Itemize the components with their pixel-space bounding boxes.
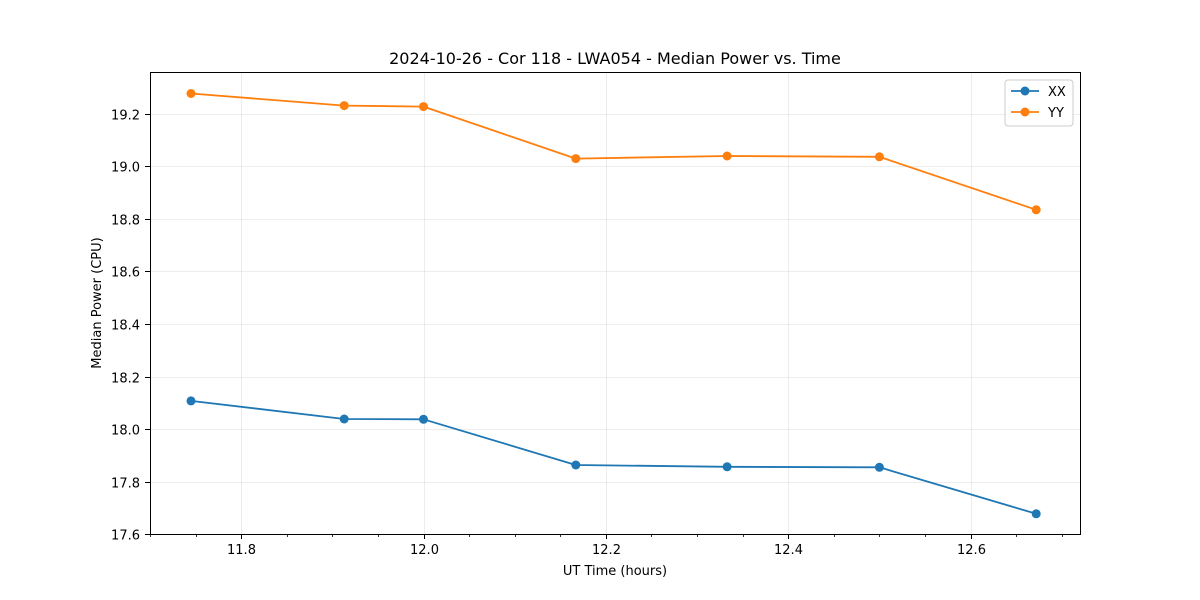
y-tick-label: 19.0 — [111, 161, 140, 176]
x-tick-label: 12.6 — [957, 543, 986, 558]
data-point-xx — [571, 460, 581, 470]
data-point-yy — [874, 152, 884, 162]
data-series — [186, 89, 1041, 519]
data-point-xx — [186, 396, 196, 406]
y-tick-label: 17.8 — [111, 477, 140, 492]
y-tick-label: 18.4 — [111, 319, 140, 334]
legend: XX YY — [1004, 79, 1074, 127]
data-point-yy — [722, 151, 732, 161]
y-tick-label: 18.6 — [111, 266, 140, 281]
y-tick-label: 18.2 — [111, 372, 140, 387]
x-tick-label: 11.8 — [227, 543, 256, 558]
x-axis: 11.8 12.0 12.2 12.4 12.6 — [150, 534, 1063, 558]
data-point-xx — [1031, 509, 1041, 519]
x-axis-label: UT Time (hours) — [563, 564, 667, 579]
data-point-yy — [419, 102, 428, 112]
data-point-xx — [874, 462, 884, 472]
data-point-yy — [339, 101, 349, 111]
chart-title: 2024-10-26 - Cor 118 - LWA054 - Median P… — [389, 49, 841, 68]
y-tick-label: 18.0 — [111, 424, 140, 439]
data-point-yy — [1031, 205, 1041, 215]
y-tick-label: 19.2 — [111, 109, 140, 124]
y-tick-label: 17.6 — [111, 529, 140, 544]
grid-lines — [150, 72, 1080, 535]
legend-label-xx: XX — [1048, 85, 1066, 100]
plot-area-frame — [150, 72, 1081, 535]
y-axis-label: Median Power (CPU) — [90, 237, 105, 368]
x-tick-label: 12.2 — [592, 543, 621, 558]
x-tick-label: 12.0 — [410, 543, 439, 558]
data-point-xx — [339, 414, 349, 424]
x-tick-label: 12.4 — [774, 543, 803, 558]
legend-label-yy: YY — [1047, 106, 1064, 121]
data-point-yy — [186, 89, 196, 98]
data-point-xx — [419, 414, 428, 424]
data-point-xx — [722, 462, 732, 472]
legend-marker-xx — [1020, 86, 1030, 96]
y-axis: 17.6 17.8 18.0 18.2 18.4 18.6 18.8 19.0 19.2 — [111, 109, 150, 544]
legend-marker-yy — [1020, 107, 1030, 117]
y-tick-label: 18.8 — [111, 214, 140, 229]
data-point-yy — [571, 154, 581, 164]
